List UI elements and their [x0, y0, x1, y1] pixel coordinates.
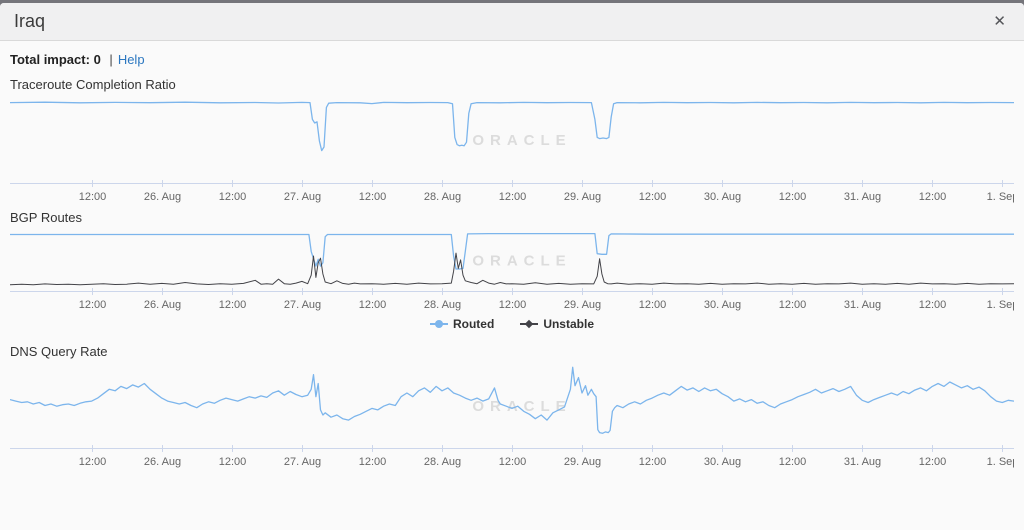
svg-text:12:00: 12:00 — [639, 299, 667, 311]
svg-text:30. Aug: 30. Aug — [704, 456, 741, 468]
svg-text:12:00: 12:00 — [779, 456, 807, 468]
svg-text:12:00: 12:00 — [499, 299, 527, 311]
svg-text:27. Aug: 27. Aug — [284, 456, 321, 468]
svg-text:26. Aug: 26. Aug — [144, 456, 181, 468]
total-impact-label: Total impact: — [10, 52, 90, 67]
close-icon[interactable]: ✕ — [993, 13, 1006, 30]
svg-text:12:00: 12:00 — [359, 299, 387, 311]
svg-text:ORACLE: ORACLE — [472, 253, 571, 270]
svg-text:12:00: 12:00 — [779, 299, 807, 311]
bgp-chart-block: BGP Routes ORACLE 12:00 26. Aug 12:00 27. Au… — [0, 210, 1024, 334]
svg-text:12:00: 12:00 — [919, 191, 947, 203]
separator: | — [109, 52, 113, 67]
impact-summary: Total impact: 0 | Help — [0, 41, 1024, 72]
chart-title-bgp: BGP Routes — [10, 210, 83, 225]
svg-text:ORACLE: ORACLE — [472, 398, 571, 415]
dns-chart: ORACLE 12:00 26. Aug 12:00 27. Aug 12:00 28. A… — [10, 366, 1014, 468]
total-impact-value: 0 — [93, 52, 101, 67]
legend-item-unstable[interactable]: Unstable — [520, 317, 594, 331]
svg-text:12:00: 12:00 — [219, 191, 247, 203]
svg-text:30. Aug: 30. Aug — [704, 191, 741, 203]
legend-label-routed: Routed — [452, 317, 495, 331]
svg-text:12:00: 12:00 — [79, 191, 107, 203]
svg-text:26. Aug: 26. Aug — [144, 299, 181, 311]
svg-text:12:00: 12:00 — [779, 191, 807, 203]
svg-text:12:00: 12:00 — [639, 456, 667, 468]
svg-text:12:00: 12:00 — [499, 456, 527, 468]
svg-text:28. Aug: 28. Aug — [424, 456, 461, 468]
svg-text:1. Sep: 1. Sep — [987, 191, 1014, 203]
traceroute-chart: ORACLE 12:00 26. Aug 12:00 27. Aug 12:00 28. A… — [10, 101, 1014, 203]
svg-text:1. Sep: 1. Sep — [987, 456, 1014, 468]
bgp-chart: ORACLE 12:00 26. Aug 12:00 27. Aug 12:00 28. A… — [10, 232, 1014, 311]
svg-text:12:00: 12:00 — [79, 299, 107, 311]
bgp-legend: Routed Unstable — [0, 314, 1024, 334]
svg-text:31. Aug: 31. Aug — [844, 299, 881, 311]
routed-marker-icon — [429, 319, 448, 329]
svg-text:12:00: 12:00 — [919, 456, 947, 468]
svg-text:1. Sep: 1. Sep — [987, 299, 1014, 311]
country-detail-modal: Iraq ✕ Total impact: 0 | Help Traceroute … — [0, 3, 1024, 530]
svg-text:31. Aug: 31. Aug — [844, 456, 881, 468]
svg-text:31. Aug: 31. Aug — [844, 191, 881, 203]
svg-text:29. Aug: 29. Aug — [564, 299, 601, 311]
svg-text:29. Aug: 29. Aug — [564, 191, 601, 203]
svg-text:26. Aug: 26. Aug — [144, 191, 181, 203]
svg-text:30. Aug: 30. Aug — [704, 299, 741, 311]
svg-text:12:00: 12:00 — [359, 456, 387, 468]
svg-text:28. Aug: 28. Aug — [424, 191, 461, 203]
chart-title-traceroute: Traceroute Completion Ratio — [10, 77, 176, 92]
svg-text:28. Aug: 28. Aug — [424, 299, 461, 311]
svg-text:12:00: 12:00 — [359, 191, 387, 203]
svg-text:29. Aug: 29. Aug — [564, 456, 601, 468]
svg-text:12:00: 12:00 — [219, 299, 247, 311]
chart-title-dns: DNS Query Rate — [10, 344, 108, 359]
svg-text:12:00: 12:00 — [499, 191, 527, 203]
svg-text:27. Aug: 27. Aug — [284, 299, 321, 311]
svg-text:12:00: 12:00 — [919, 299, 947, 311]
legend-label-unstable: Unstable — [543, 317, 594, 331]
traceroute-chart-block: Traceroute Completion Ratio ORACLE 12:00 2… — [0, 77, 1024, 205]
svg-text:ORACLE: ORACLE — [472, 132, 571, 149]
svg-text:27. Aug: 27. Aug — [284, 191, 321, 203]
page-title: Iraq — [14, 11, 46, 31]
unstable-marker-icon — [520, 319, 539, 329]
svg-text:12:00: 12:00 — [219, 456, 247, 468]
svg-text:12:00: 12:00 — [639, 191, 667, 203]
legend-item-routed[interactable]: Routed — [429, 317, 495, 331]
help-link[interactable]: Help — [117, 52, 145, 67]
dns-chart-block: DNS Query Rate ORACLE 12:00 26. Aug 12:00 27… — [0, 344, 1024, 472]
svg-text:12:00: 12:00 — [79, 456, 107, 468]
modal-header: Iraq ✕ — [0, 3, 1024, 41]
